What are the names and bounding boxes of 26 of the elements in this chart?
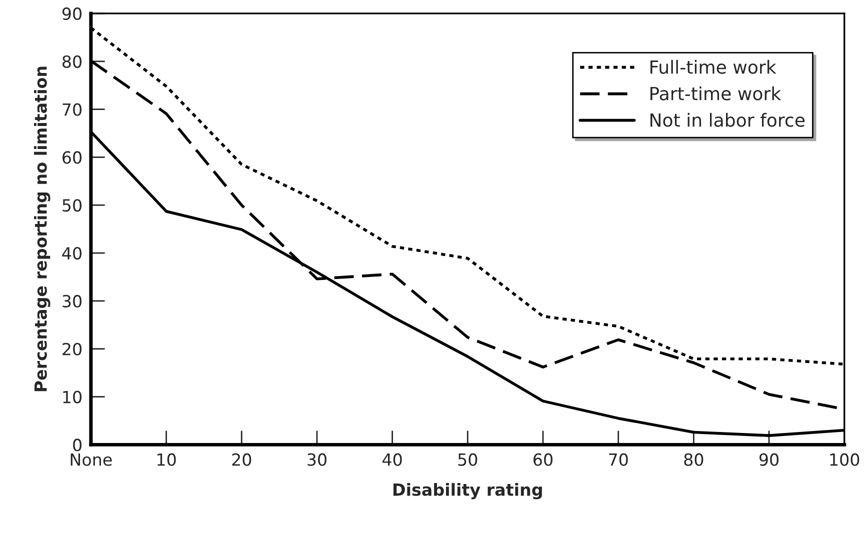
y-tick-label: 30 [62, 294, 82, 308]
x-tick-label: 20 [232, 453, 252, 466]
x-tick-label: 90 [759, 453, 779, 466]
legend-label: Not in labor force [650, 112, 805, 127]
x-axis-title: Disability rating [393, 483, 542, 500]
x-tick-label: 100 [830, 453, 860, 466]
y-tick-label: 40 [62, 246, 82, 260]
x-tick-label: 70 [609, 453, 628, 466]
y-tick-label: 90 [62, 7, 82, 20]
x-tick-label: 40 [382, 453, 402, 466]
x-tick-label: 10 [158, 453, 176, 466]
y-tick-label: 60 [62, 151, 82, 164]
x-tick-label: 80 [684, 453, 704, 466]
y-tick-label: 70 [62, 103, 82, 116]
y-tick-label: 80 [62, 55, 82, 68]
y-axis-title: Percentage reporting no limitation [34, 66, 50, 392]
y-tick-label: 10 [63, 390, 82, 404]
x-tick-label: None [70, 454, 112, 466]
x-tick-label: 50 [458, 453, 478, 466]
x-tick-label: 30 [308, 453, 326, 466]
legend-label: Full-time work [650, 60, 776, 74]
y-tick-label: 50 [62, 199, 82, 212]
legend-label: Part-time work [650, 86, 782, 100]
x-tick-label: 60 [534, 453, 552, 466]
y-tick-label: 0 [73, 438, 82, 452]
y-tick-label: 20 [62, 342, 82, 356]
